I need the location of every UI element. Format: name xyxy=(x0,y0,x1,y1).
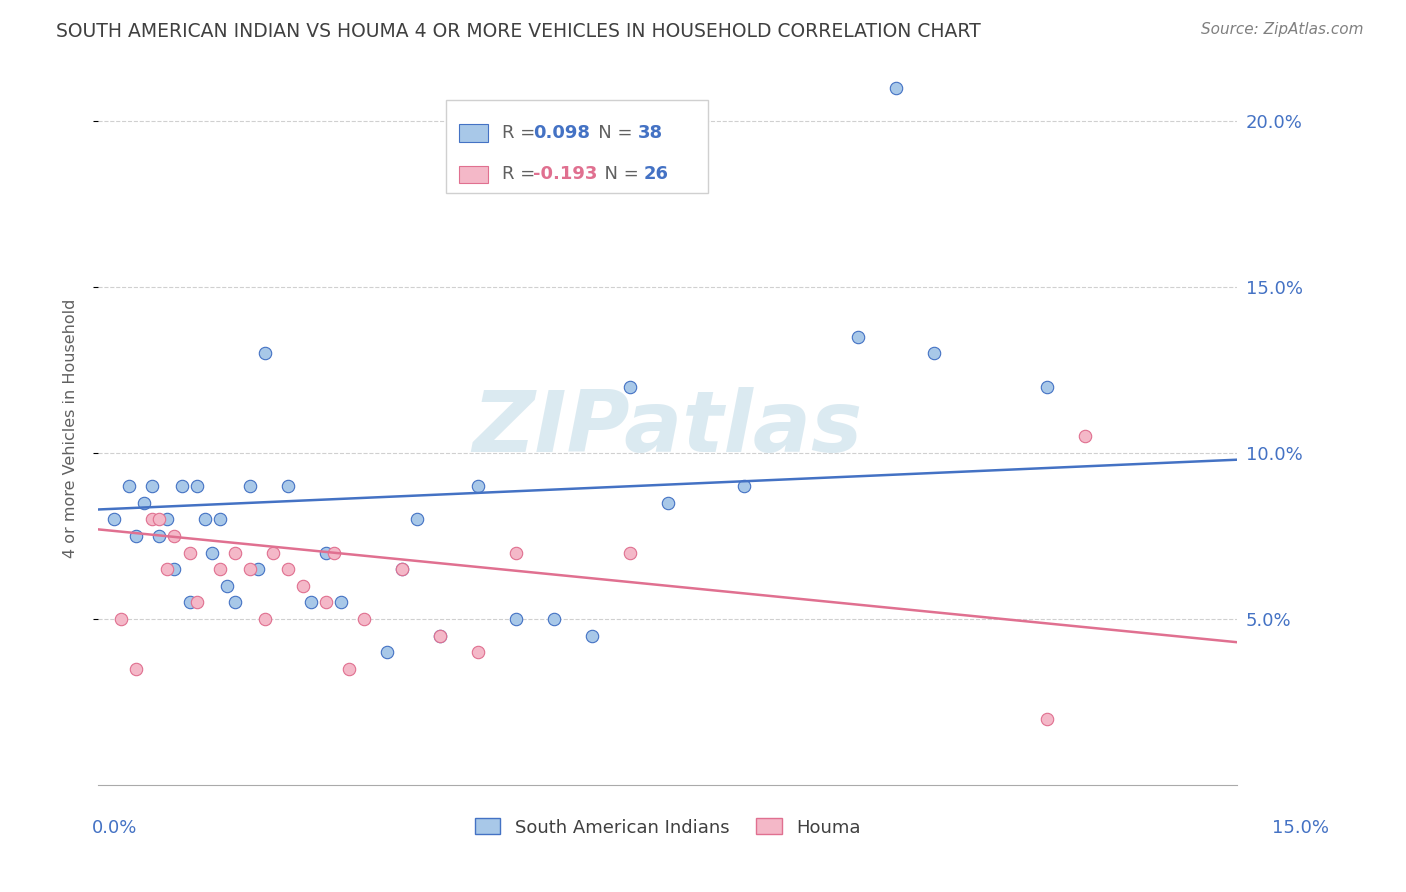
Point xyxy=(262,546,284,560)
Legend: South American Indians, Houma: South American Indians, Houma xyxy=(468,811,868,844)
Text: R =: R = xyxy=(502,124,540,142)
Point xyxy=(156,562,179,576)
Text: 0.098: 0.098 xyxy=(533,124,591,142)
Point xyxy=(581,629,603,643)
Point xyxy=(125,662,148,676)
Point xyxy=(505,612,527,626)
Point xyxy=(194,512,217,526)
Text: Source: ZipAtlas.com: Source: ZipAtlas.com xyxy=(1201,22,1364,37)
Text: -0.193: -0.193 xyxy=(533,166,598,184)
Point xyxy=(467,479,489,493)
Point xyxy=(148,512,170,526)
Point xyxy=(467,645,489,659)
Point xyxy=(125,529,148,543)
Text: 38: 38 xyxy=(638,124,664,142)
Point xyxy=(1074,429,1097,443)
FancyBboxPatch shape xyxy=(446,100,707,193)
Point xyxy=(277,479,299,493)
Point xyxy=(315,546,337,560)
Y-axis label: 4 or more Vehicles in Household: 4 or more Vehicles in Household xyxy=(63,299,77,558)
Point xyxy=(391,562,413,576)
FancyBboxPatch shape xyxy=(460,124,488,142)
Text: SOUTH AMERICAN INDIAN VS HOUMA 4 OR MORE VEHICLES IN HOUSEHOLD CORRELATION CHART: SOUTH AMERICAN INDIAN VS HOUMA 4 OR MORE… xyxy=(56,22,981,41)
Point xyxy=(922,346,945,360)
Point xyxy=(846,330,869,344)
Text: R =: R = xyxy=(502,166,540,184)
Point xyxy=(254,346,277,360)
Point xyxy=(391,562,413,576)
Point xyxy=(353,612,375,626)
Point xyxy=(1036,712,1059,726)
Point xyxy=(246,562,269,576)
Point xyxy=(277,562,299,576)
Point xyxy=(322,546,344,560)
Point xyxy=(1036,379,1059,393)
Point xyxy=(179,546,201,560)
Point xyxy=(406,512,429,526)
Point xyxy=(156,512,179,526)
Point xyxy=(110,612,132,626)
FancyBboxPatch shape xyxy=(460,166,488,184)
Point xyxy=(186,595,208,609)
Point xyxy=(337,662,360,676)
Text: ZIPatlas: ZIPatlas xyxy=(472,386,863,470)
Point xyxy=(543,612,565,626)
Point xyxy=(103,512,125,526)
Point xyxy=(201,546,224,560)
Point xyxy=(330,595,353,609)
Point xyxy=(118,479,141,493)
Point xyxy=(429,629,451,643)
Point xyxy=(141,512,163,526)
Point xyxy=(179,595,201,609)
Text: 0.0%: 0.0% xyxy=(91,819,136,837)
Point xyxy=(170,479,193,493)
Point xyxy=(217,579,239,593)
Point xyxy=(505,546,527,560)
Point xyxy=(657,496,679,510)
Point xyxy=(224,595,246,609)
Point xyxy=(619,379,641,393)
Point xyxy=(224,546,246,560)
Point xyxy=(186,479,208,493)
Point xyxy=(254,612,277,626)
Point xyxy=(163,562,186,576)
Text: 26: 26 xyxy=(644,166,669,184)
Point xyxy=(208,512,231,526)
Point xyxy=(315,595,337,609)
Point xyxy=(292,579,315,593)
Point xyxy=(132,496,155,510)
Text: N =: N = xyxy=(581,124,638,142)
Text: 15.0%: 15.0% xyxy=(1271,819,1329,837)
Point xyxy=(239,479,262,493)
Point xyxy=(375,645,398,659)
Text: N =: N = xyxy=(593,166,644,184)
Point xyxy=(148,529,170,543)
Point xyxy=(619,546,641,560)
Point xyxy=(141,479,163,493)
Point xyxy=(239,562,262,576)
Point xyxy=(884,81,907,95)
Point xyxy=(208,562,231,576)
Point xyxy=(733,479,755,493)
Point xyxy=(429,629,451,643)
Point xyxy=(299,595,322,609)
Point xyxy=(163,529,186,543)
